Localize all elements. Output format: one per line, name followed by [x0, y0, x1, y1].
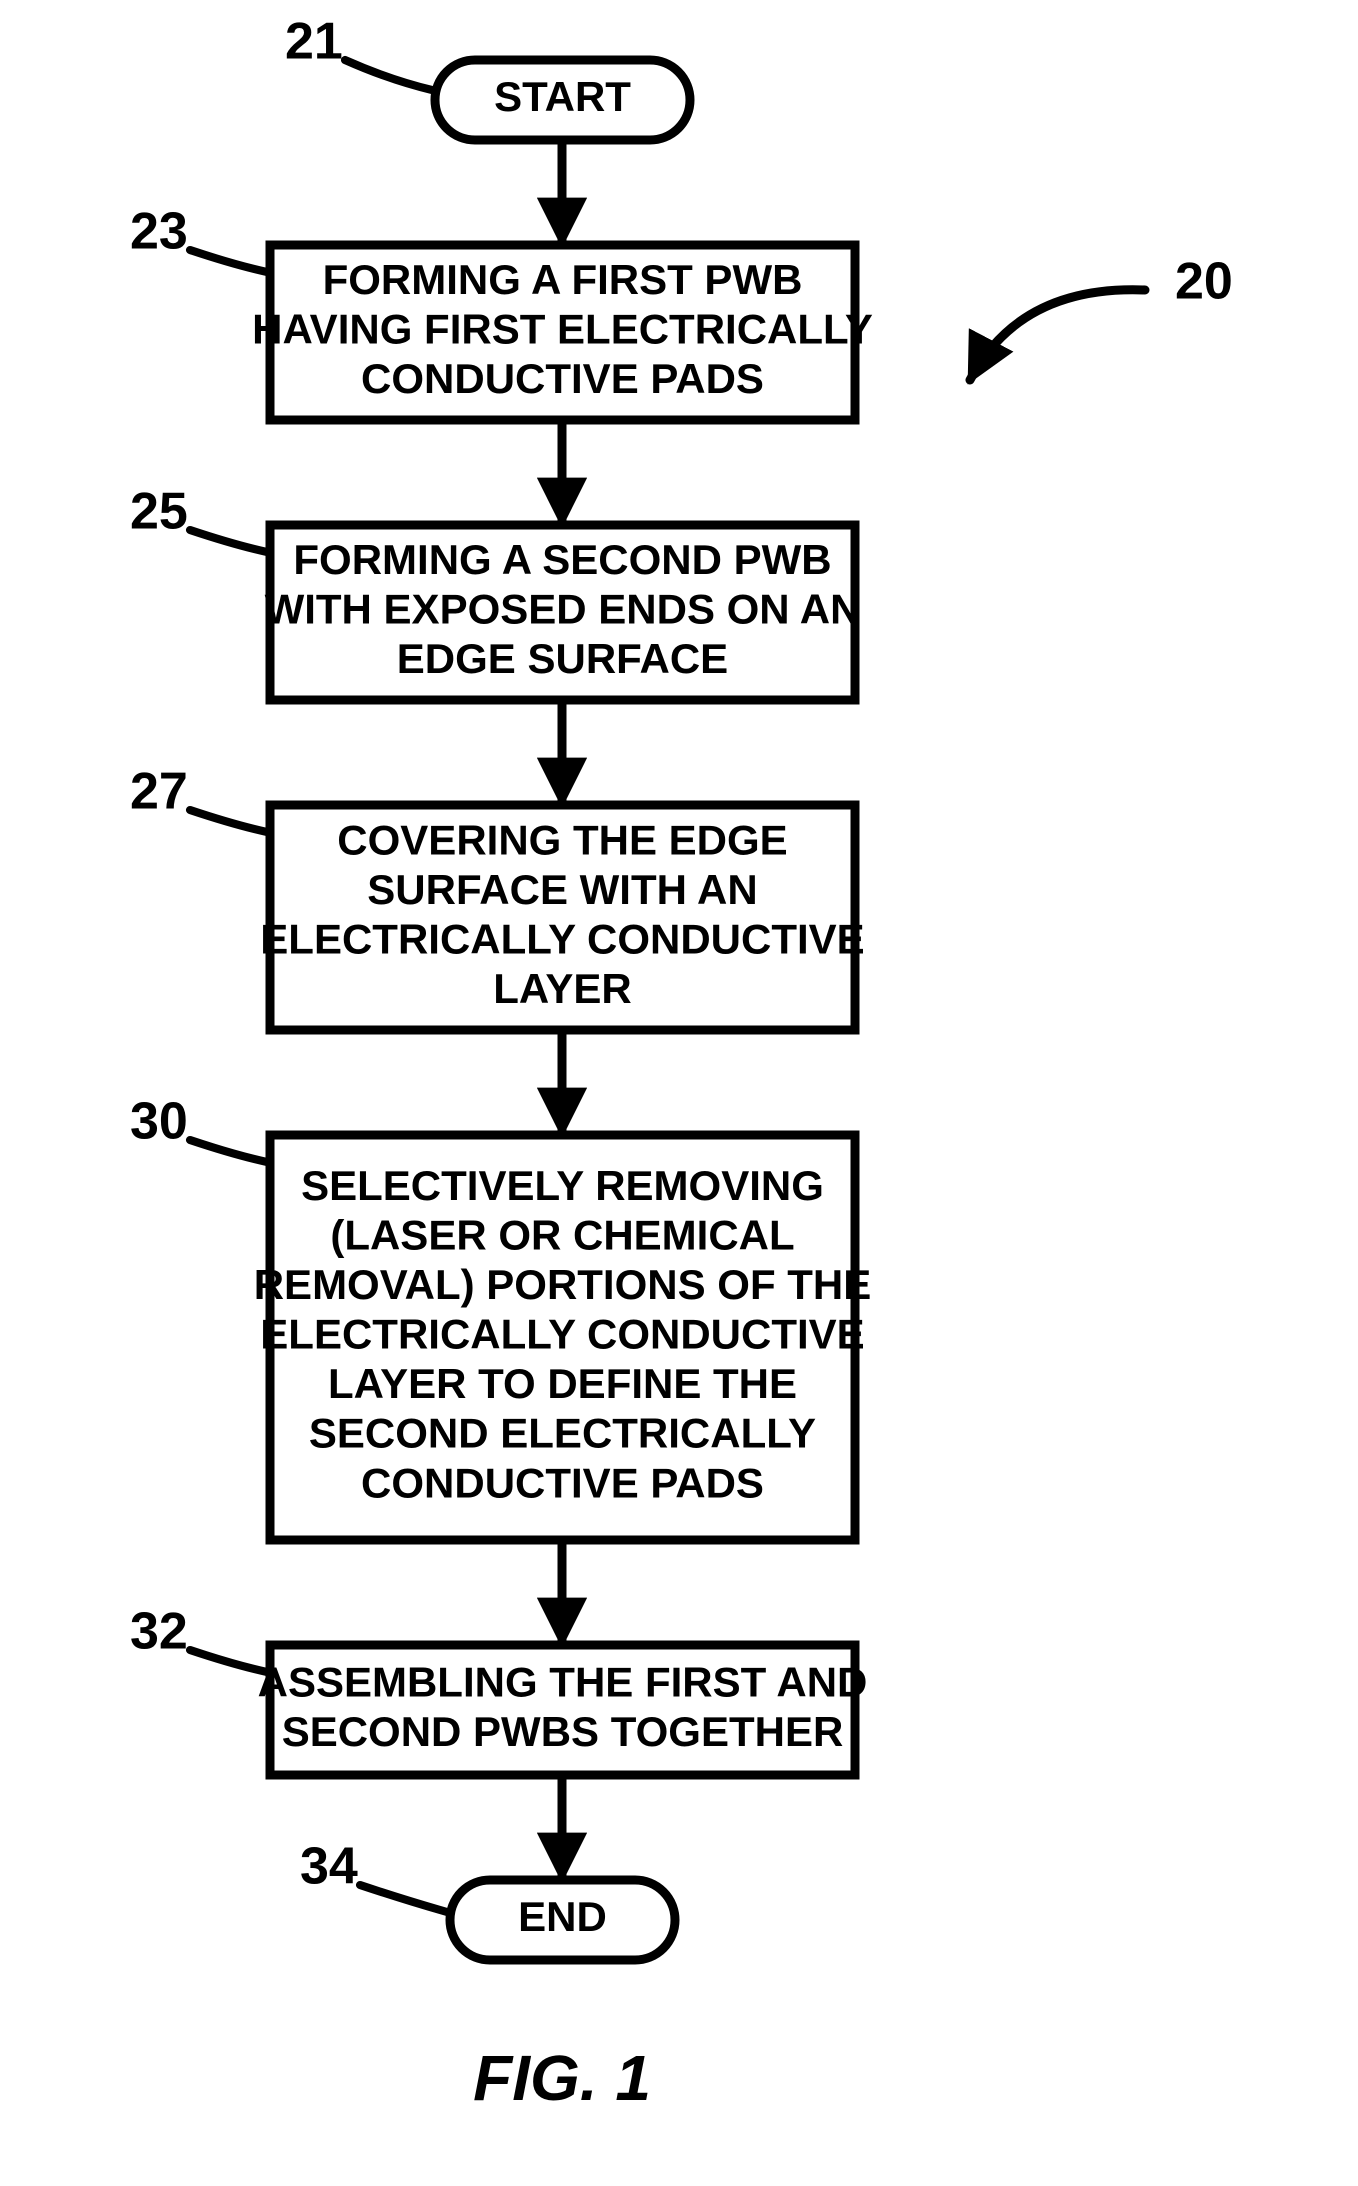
ref-leader: [345, 60, 432, 90]
ref-leader: [190, 810, 267, 832]
flow-node-b25: FORMING A SECOND PWBWITH EXPOSED ENDS ON…: [130, 483, 860, 700]
overall-ref-arrow: [970, 290, 1145, 380]
ref-leader: [190, 250, 267, 272]
overall-ref-number: 20: [1175, 253, 1233, 311]
ref-leader: [190, 1650, 267, 1672]
ref-number: 23: [130, 203, 188, 261]
flow-node-text: LAYER TO DEFINE THE: [328, 1360, 797, 1407]
flow-node-b27: COVERING THE EDGESURFACE WITH ANELECTRIC…: [130, 763, 865, 1030]
flow-node-text: FORMING A SECOND PWB: [293, 536, 831, 583]
flow-node-end: END 34: [300, 1838, 675, 1960]
figure-caption: FIG. 1: [473, 2042, 651, 2114]
flow-node-text: END: [518, 1893, 607, 1940]
ref-number: 25: [130, 483, 188, 541]
flow-node-text: ASSEMBLING THE FIRST AND: [258, 1658, 868, 1705]
flow-node-text: COVERING THE EDGE: [337, 816, 787, 863]
ref-number: 34: [300, 1838, 358, 1896]
flow-node-text: CONDUCTIVE PADS: [361, 355, 764, 402]
ref-leader: [190, 530, 267, 552]
flow-node-text: EDGE SURFACE: [397, 635, 728, 682]
flow-node-b30: SELECTIVELY REMOVING(LASER OR CHEMICALRE…: [130, 1093, 871, 1540]
ref-number: 30: [130, 1093, 188, 1151]
flow-node-text: CONDUCTIVE PADS: [361, 1459, 764, 1506]
flow-node-text: WITH EXPOSED ENDS ON AN: [265, 586, 861, 633]
flow-node-text: HAVING FIRST ELECTRICALLY: [252, 306, 873, 353]
flow-node-text: (LASER OR CHEMICAL: [330, 1211, 794, 1258]
flowchart-figure: START 21 FORMING A FIRST PWBHAVING FIRST E…: [0, 0, 1358, 2186]
flow-node-text: SECOND PWBS TOGETHER: [282, 1708, 844, 1755]
ref-leader: [360, 1885, 447, 1912]
flow-node-start: START 21: [285, 13, 690, 140]
flow-node-text: REMOVAL) PORTIONS OF THE: [254, 1261, 872, 1308]
flow-node-text: SELECTIVELY REMOVING: [301, 1162, 824, 1209]
ref-leader: [190, 1140, 267, 1162]
flow-node-b32: ASSEMBLING THE FIRST ANDSECOND PWBS TOGE…: [130, 1603, 867, 1775]
flow-node-text: ELECTRICALLY CONDUCTIVE: [260, 1311, 864, 1358]
flow-node-text: ELECTRICALLY CONDUCTIVE: [260, 915, 864, 962]
flow-node-text: START: [494, 73, 631, 120]
flow-node-b23: FORMING A FIRST PWBHAVING FIRST ELECTRIC…: [130, 203, 873, 420]
flow-node-text: FORMING A FIRST PWB: [323, 256, 803, 303]
flow-node-text: SURFACE WITH AN: [367, 866, 757, 913]
ref-number: 32: [130, 1603, 188, 1661]
ref-number: 27: [130, 763, 188, 821]
ref-number: 21: [285, 13, 343, 71]
flow-node-text: LAYER: [493, 965, 632, 1012]
flow-node-text: SECOND ELECTRICALLY: [309, 1410, 816, 1457]
